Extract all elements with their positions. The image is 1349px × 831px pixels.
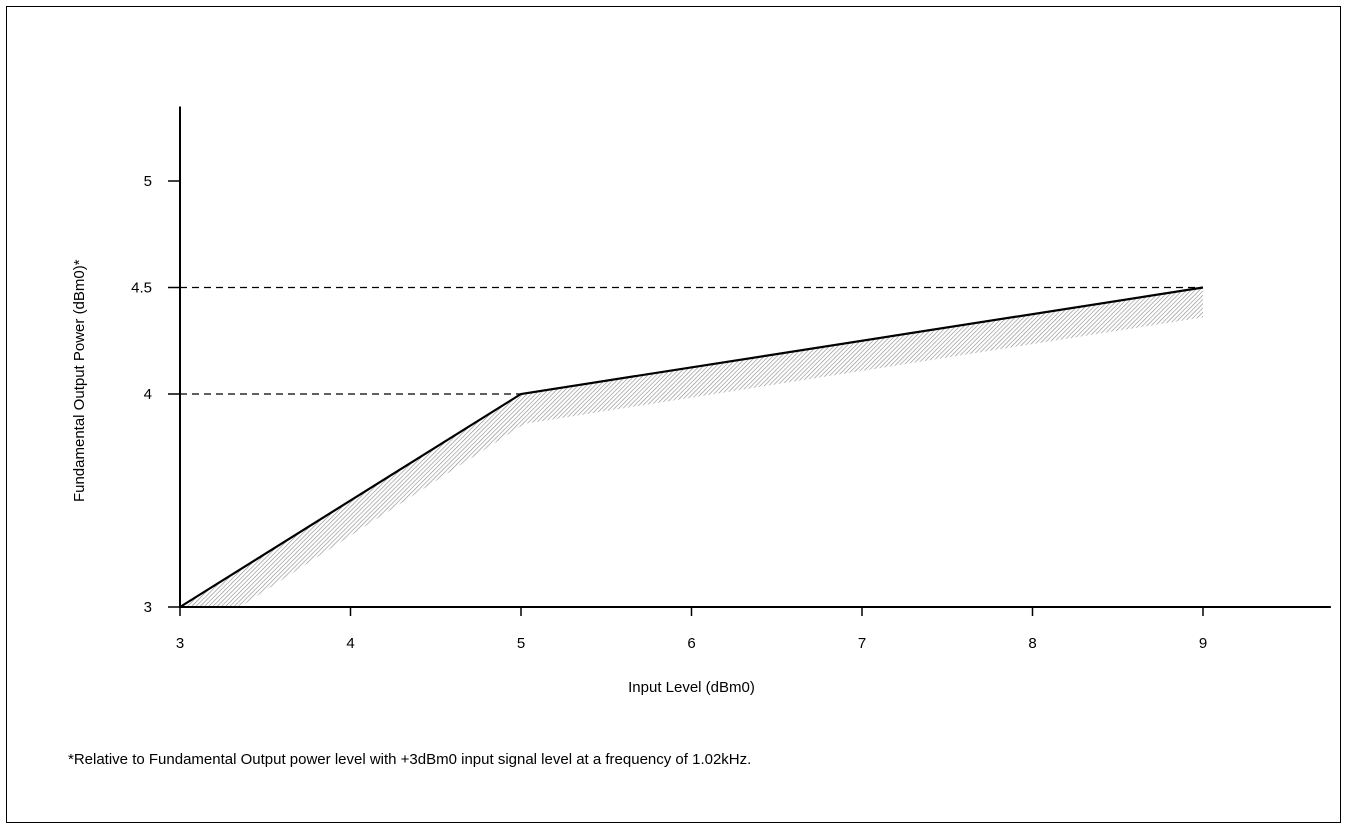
figure-frame: [6, 6, 1341, 823]
tolerance-band-layer: [180, 287, 1203, 607]
series-layer: [179, 286, 1204, 608]
chart-footnote: *Relative to Fundamental Output power le…: [68, 751, 752, 768]
y-tick-label-3: 3: [144, 599, 152, 616]
x-tick-label-3: 3: [176, 635, 184, 652]
series-line-0: [179, 286, 1204, 608]
reference-lines-layer: [180, 286, 1203, 395]
axes-layer: [168, 106, 1331, 616]
x-tick-label-9: 9: [1199, 635, 1207, 652]
x-axis-title: Input Level (dBm0): [628, 679, 755, 696]
x-tick-label-7: 7: [858, 635, 866, 652]
tolerance-band: [180, 287, 1203, 607]
y-tick-label-4-5: 4.5: [131, 280, 152, 297]
x-tick-label-4: 4: [346, 635, 354, 652]
x-tick-label-8: 8: [1028, 635, 1036, 652]
y-tick-label-5: 5: [144, 173, 152, 190]
x-tick-label-5: 5: [517, 635, 525, 652]
y-axis-title: Fundamental Output Power (dBm0)*: [71, 259, 88, 502]
y-tick-label-4: 4: [144, 386, 152, 403]
labels-layer: 3 4 5 6 7 8 9 3 4 4.5 5 Input Level (dBm0) Fundament…: [71, 173, 1207, 696]
x-tick-label-6: 6: [687, 635, 695, 652]
